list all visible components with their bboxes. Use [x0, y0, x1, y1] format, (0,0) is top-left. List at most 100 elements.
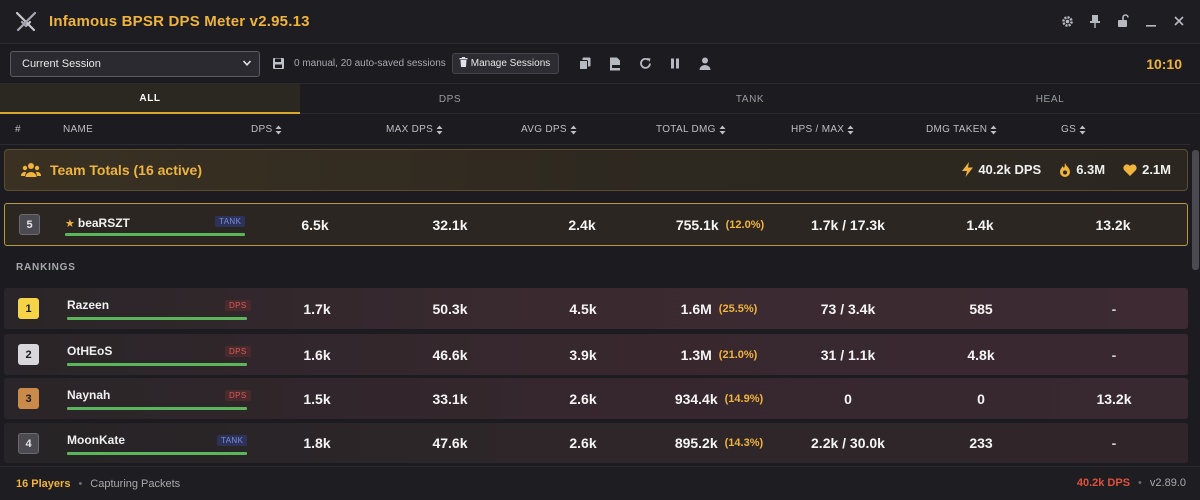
status-separator: • — [78, 477, 83, 490]
cell-max-dps: 46.6k — [432, 346, 468, 363]
column-header-max-dps[interactable]: MAX DPS — [386, 124, 443, 135]
player-row[interactable]: 3 Naynah DPS 1.5k 33.1k 2.6k 934.4k (14.9… — [4, 378, 1188, 419]
damage-share-bar — [65, 233, 245, 236]
role-tabs: ALL DPS TANK HEAL — [0, 84, 1200, 114]
window-controls — [1060, 12, 1186, 30]
damage-share-bar — [67, 317, 247, 320]
player-row[interactable]: 1 Razeen DPS 1.7k 50.3k 4.5k 1.6M (25.5%)… — [4, 288, 1188, 329]
column-header-name: NAME — [63, 124, 93, 135]
heart-icon — [1123, 163, 1137, 176]
tab-heal[interactable]: HEAL — [1035, 93, 1065, 105]
team-totals-label: Team Totals (16 active) — [50, 162, 202, 178]
cell-hps-max: 73 / 3.4k — [820, 300, 876, 317]
cell-dps: 1.8k — [303, 435, 331, 451]
cell-hps-max: 2.2k / 30.0k — [811, 435, 885, 451]
team-heal-stat: 2.1M — [1123, 162, 1171, 177]
player-name-text: beaRSZT — [77, 216, 130, 230]
column-header-dmg-taken-label: DMG TAKEN — [926, 124, 988, 135]
role-badge: DPS — [225, 300, 251, 311]
app-title: Infamous BPSR DPS Meter v2.95.13 — [49, 13, 310, 30]
session-select[interactable]: Current Session — [10, 50, 260, 77]
team-dps-stat: 40.2k DPS — [962, 162, 1041, 177]
cell-total-dmg: 934.4k (14.9%) — [654, 378, 784, 419]
cell-hps-max: 1.7k / 17.3k — [811, 216, 885, 233]
manage-sessions-label: Manage Sessions — [470, 58, 551, 69]
team-totals-bar: Team Totals (16 active) 40.2k DPS 6.3M 2… — [4, 149, 1188, 191]
rankings-heading: RANKINGS — [16, 262, 76, 273]
player-name: OtHEoS — [67, 344, 113, 358]
total-dmg-value: 1.6M — [680, 300, 712, 317]
close-icon[interactable] — [1172, 12, 1186, 30]
cell-dmg-taken: 4.8k — [967, 346, 995, 363]
dmg-percent: (25.5%) — [718, 302, 758, 315]
pause-icon[interactable] — [667, 56, 683, 72]
column-header-name-label: NAME — [63, 124, 94, 135]
title-bar: Infamous BPSR DPS Meter v2.95.13 — [0, 0, 1200, 44]
csv-export-icon[interactable] — [607, 56, 623, 72]
player-row-self[interactable]: 5 ★ beaRSZT TANK 6.5k 32.1k 2.4k 755.1k (1… — [4, 203, 1188, 246]
cell-hps-max: 31 / 1.1k — [820, 346, 876, 363]
copy-icon[interactable] — [577, 56, 593, 72]
status-bar: 16 Players • Capturing Packets 40.2k DPS… — [0, 466, 1200, 500]
cell-gs: - — [1111, 300, 1117, 317]
cell-dmg-taken: 0 — [977, 390, 985, 407]
status-right: 40.2k DPS • v2.89.0 — [1077, 477, 1186, 489]
minimize-icon[interactable] — [1144, 12, 1158, 30]
crossed-swords-icon — [14, 10, 38, 34]
tab-all[interactable]: ALL — [0, 84, 300, 114]
manage-sessions-button[interactable]: Manage Sessions — [451, 53, 560, 74]
cell-dmg-taken: 233 — [969, 435, 993, 451]
tab-tank[interactable]: TANK — [735, 93, 765, 105]
tab-dps[interactable]: DPS — [438, 93, 462, 105]
star-icon: ★ — [65, 218, 75, 230]
column-header-total-dmg[interactable]: TOTAL DMG — [656, 124, 726, 135]
cell-dps: 1.7k — [303, 300, 331, 317]
users-icon — [20, 162, 42, 178]
user-icon[interactable] — [697, 56, 713, 72]
cell-hps-max: 0 — [844, 390, 852, 407]
cell-max-dps: 32.1k — [432, 216, 468, 233]
player-row[interactable]: 2 OtHEoS DPS 1.6k 46.6k 3.9k 1.3M (21.0%)… — [4, 334, 1188, 375]
column-header-dmg-taken[interactable]: DMG TAKEN — [926, 124, 997, 135]
dmg-percent: (14.9%) — [724, 392, 764, 405]
cell-dmg-taken: 585 — [969, 300, 993, 317]
cell-dps: 1.5k — [303, 390, 331, 407]
scrollbar-thumb[interactable] — [1192, 150, 1199, 270]
dmg-percent: (12.0%) — [725, 218, 765, 231]
column-header-dps[interactable]: DPS — [251, 124, 282, 135]
role-badge: TANK — [215, 216, 246, 227]
player-name: MoonKate — [67, 433, 125, 447]
cell-avg-dps: 2.4k — [568, 216, 596, 233]
player-name: Razeen — [67, 298, 110, 312]
cell-total-dmg: 755.1k (12.0%) — [655, 204, 785, 245]
damage-share-bar — [67, 363, 247, 366]
column-header-gs-label: GS — [1061, 124, 1077, 135]
unlock-icon[interactable] — [1116, 12, 1130, 30]
column-header-hps-max[interactable]: HPS / MAX — [791, 124, 854, 135]
player-row[interactable]: 4 MoonKate TANK 1.8k 47.6k 2.6k 895.2k (1… — [4, 423, 1188, 463]
sort-icon — [436, 125, 443, 134]
refresh-icon[interactable] — [637, 56, 653, 72]
sort-icon — [990, 125, 997, 134]
player-count: 16 Players — [16, 477, 71, 490]
rank-badge: 2 — [18, 344, 39, 365]
pin-icon[interactable] — [1088, 12, 1102, 30]
column-header-gs[interactable]: GS — [1061, 124, 1086, 135]
session-select-value: Current Session — [22, 57, 101, 70]
fire-icon — [1060, 162, 1071, 177]
column-header-avg-dps[interactable]: AVG DPS — [521, 124, 577, 135]
sort-icon — [847, 125, 854, 134]
table-header: # NAME DPS MAX DPS AVG DPS TOTAL DMG HPS… — [0, 115, 1190, 145]
rank-badge: 3 — [18, 388, 39, 409]
save-icon[interactable] — [272, 57, 286, 71]
cell-gs: 13.2k — [1096, 390, 1132, 407]
total-dmg-value: 755.1k — [675, 216, 719, 233]
session-timer: 10:10 — [1146, 56, 1182, 72]
settings-icon[interactable] — [1060, 12, 1074, 30]
role-badge: DPS — [225, 346, 251, 357]
role-badge: DPS — [225, 390, 251, 401]
sort-icon — [275, 125, 282, 134]
scrollbar-track[interactable] — [1190, 145, 1200, 465]
trash-icon — [459, 57, 468, 70]
cell-max-dps: 50.3k — [432, 300, 468, 317]
